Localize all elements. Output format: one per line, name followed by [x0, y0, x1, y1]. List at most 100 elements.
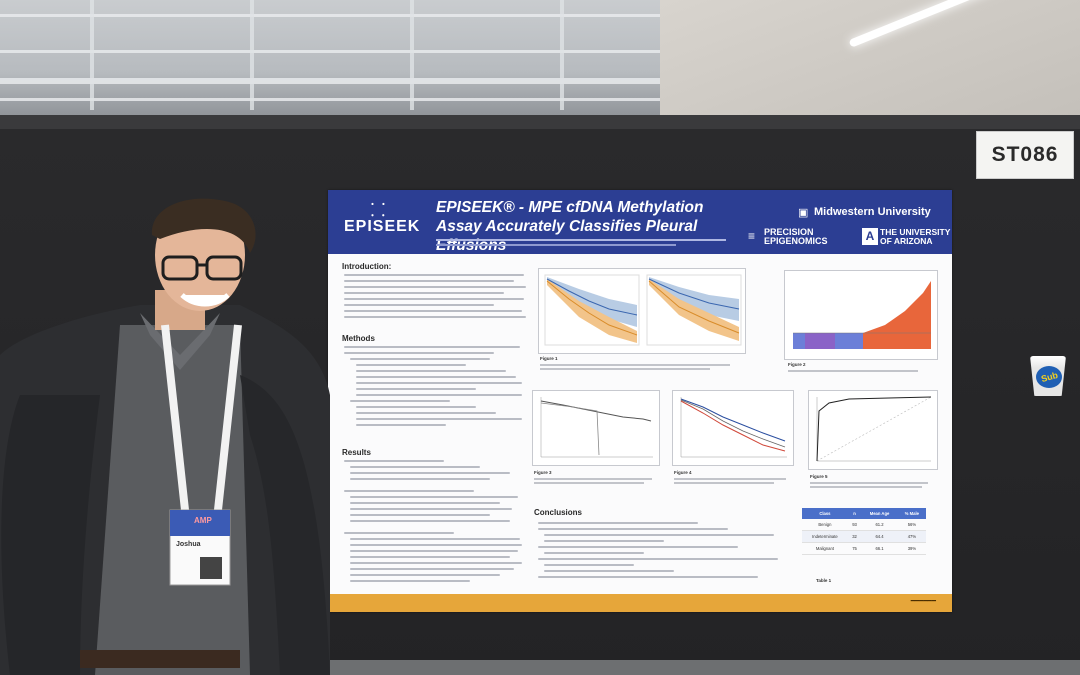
booth-number: ST086: [991, 143, 1059, 166]
text-line: [350, 400, 450, 402]
table-label: Table 1: [816, 578, 832, 583]
belt: [80, 650, 240, 668]
arizona-line1: THE UNIVERSITY: [880, 227, 951, 237]
text-line: [356, 388, 476, 390]
figure-3-caption: Figure 3: [534, 470, 658, 484]
dna-icon: ⸬: [370, 200, 386, 220]
section-methods: Methods: [342, 334, 375, 343]
table-cell: Benign: [802, 519, 848, 531]
figure-5-caption: Figure 5: [810, 474, 936, 488]
poster-header: ⸬ EPISEEK EPISEEK® - MPE cfDNA Methylati…: [328, 190, 952, 254]
badge-qr-code: [200, 557, 222, 579]
figure-5-label: Figure 5: [810, 474, 828, 479]
section-results: Results: [342, 448, 371, 457]
shirt-collar: [140, 313, 220, 370]
text-line: [344, 310, 522, 312]
text-line: [344, 274, 524, 276]
figure-1-caption: Figure 1: [540, 356, 740, 370]
text-line: [350, 520, 510, 522]
poster-title: EPISEEK® - MPE cfDNA Methylation Assay A…: [436, 199, 704, 254]
table-cell: 39%: [897, 542, 926, 555]
research-poster: ⸬ EPISEEK EPISEEK® - MPE cfDNA Methylati…: [328, 190, 952, 612]
figure-3-survival: [532, 390, 660, 466]
text-line: [350, 544, 522, 546]
precision-logo-icon: ≡: [748, 229, 756, 243]
table-cell: 93: [847, 519, 862, 531]
ceiling-truss: [0, 50, 660, 53]
smile: [180, 293, 230, 307]
text-line: [344, 292, 504, 294]
table-cell: Indeterminate: [802, 530, 848, 543]
text-line: [350, 478, 490, 480]
table-cell: 61.2: [861, 519, 898, 531]
text-line: [538, 576, 758, 578]
figure-5-graphic: [816, 396, 932, 462]
text-line: [544, 552, 644, 554]
poster-footer: ━━━━━━: [328, 594, 952, 612]
text-line: [356, 418, 522, 420]
ceiling-strut: [250, 0, 254, 110]
ceiling-truss: [0, 14, 660, 17]
figure-3-graphic: [540, 397, 653, 458]
text-line: [350, 496, 518, 498]
table-header-cell: Mean Age: [861, 508, 898, 519]
table-header-cell: % Male: [897, 508, 926, 519]
text-line: [344, 532, 454, 534]
text-line: [538, 558, 778, 560]
text-line: [350, 556, 510, 558]
text-line: [538, 522, 698, 524]
figure-5-roc-curve: [808, 390, 938, 470]
cup-logo-text: Sub: [1039, 369, 1059, 385]
text-line: [350, 472, 510, 474]
table-cell: 64.4: [861, 530, 898, 543]
figure-4-caption: Figure 4: [674, 470, 792, 484]
ceiling-strut: [560, 0, 564, 110]
text-line: [544, 534, 774, 536]
text-line: [350, 502, 500, 504]
text-line: [350, 574, 500, 576]
text-line: [356, 382, 522, 384]
arizona-line2: OF ARIZONA: [880, 236, 933, 246]
figure-2-waterfall: [784, 270, 938, 360]
precision-logo-text: PRECISION EPIGENOMICS: [764, 228, 828, 246]
poster-demographics-table: Class n Mean Age % Male Benign 93 61.2 5…: [802, 508, 926, 555]
midwestern-logo-text: Midwestern University: [814, 206, 931, 218]
precision-line2: EPIGENOMICS: [764, 236, 828, 246]
ceiling-strut: [410, 0, 414, 110]
text-line: [350, 538, 520, 540]
figure-2-caption: Figure 2: [788, 362, 938, 372]
text-line: [344, 304, 494, 306]
ceiling-beam: [0, 78, 660, 84]
table-cell: 47%: [897, 530, 926, 543]
text-line: [344, 316, 526, 318]
ceiling-panel: [660, 0, 1080, 118]
table-cell: Malignant: [802, 542, 848, 555]
text-line: [356, 406, 476, 408]
text-line: [356, 370, 506, 372]
arizona-logo-text: THE UNIVERSITY OF ARIZONA: [880, 228, 950, 246]
text-line: [344, 286, 526, 288]
table-row: Malignant 75 66.1 39%: [802, 542, 926, 555]
text-line: [544, 540, 664, 542]
table-row: Benign 93 61.2 56%: [802, 519, 926, 531]
text-line: [356, 424, 446, 426]
curly-hair: [151, 198, 256, 253]
text-line: [350, 568, 514, 570]
table-cell: 66.1: [861, 542, 898, 555]
text-line: [344, 490, 474, 492]
figure-4-label: Figure 4: [674, 470, 692, 475]
figure-1-survival-plots: [538, 268, 746, 354]
ceiling-truss: [0, 98, 660, 101]
shirt: [95, 325, 250, 675]
episeek-logo: ⸬ EPISEEK: [344, 198, 424, 244]
table-header-row: Class n Mean Age % Male: [802, 508, 926, 519]
badge-header-text: AMP: [194, 516, 212, 525]
text-line: [544, 570, 674, 572]
section-conclusions: Conclusions: [534, 508, 583, 517]
table-header-cell: Class: [802, 508, 848, 519]
figure-2-graphic: [793, 281, 931, 349]
text-line: [344, 352, 494, 354]
glasses-right-lens: [205, 255, 243, 281]
text-line: [350, 550, 518, 552]
text-line: [344, 280, 514, 282]
